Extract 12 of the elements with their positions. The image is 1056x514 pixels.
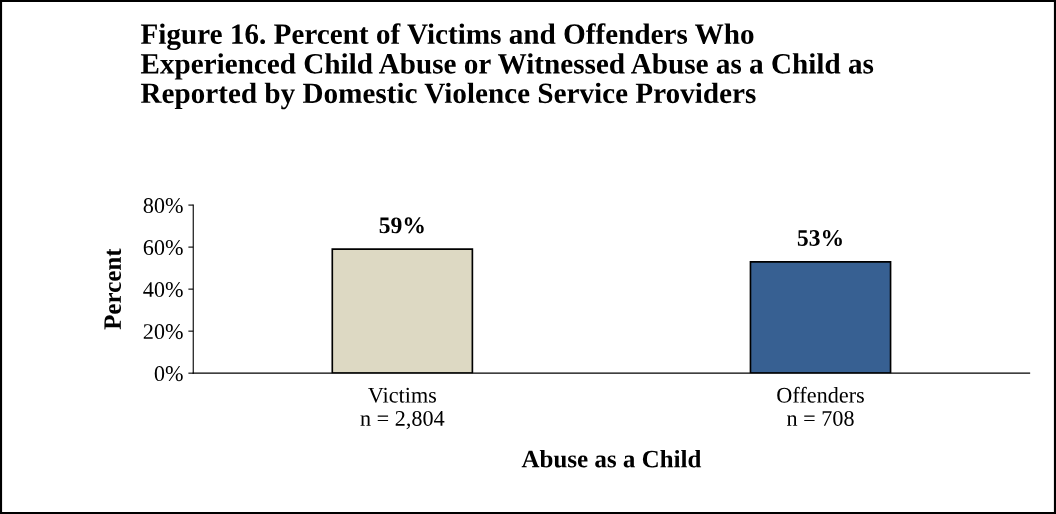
data-label: 59% [379,217,424,234]
y-tick-label: 20% [143,324,183,340]
y-tick-label: 60% [143,240,183,256]
y-tick-label: 0% [154,366,183,382]
x-tick-label: Victims n = 2,804 [360,387,445,430]
y-tick-label: 80% [143,198,183,214]
y-axis-title: Percent [104,248,122,330]
y-tick-label: 40% [143,282,183,298]
x-tick-label: Offenders n = 708 [777,386,864,426]
chart-title: Figure 16. Percent of Victims and Offenders Who Experienced Child Abuse or Witnessed Abuse as a Child as Reported by Domestic Violence Service Providers [140,23,874,110]
data-label: 53% [797,229,842,246]
x-axis-title: Abuse as a Child [521,449,702,468]
